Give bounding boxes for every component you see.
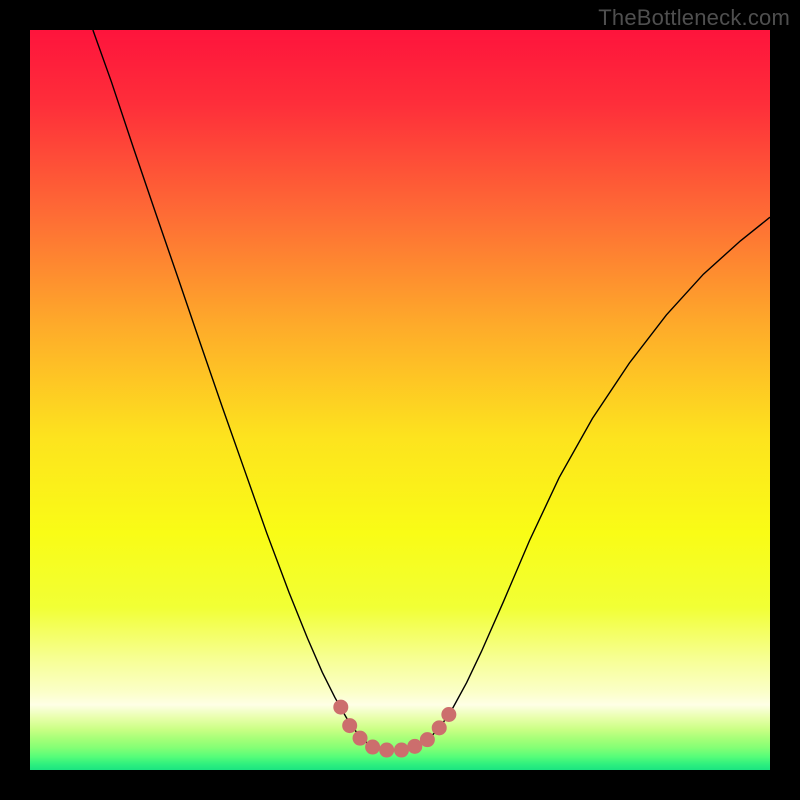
marker-dot	[380, 743, 394, 757]
chart-plot-background	[30, 30, 770, 770]
marker-dot	[442, 708, 456, 722]
bottleneck-chart	[0, 0, 800, 800]
marker-dot	[366, 740, 380, 754]
watermark-text: TheBottleneck.com	[598, 5, 790, 31]
marker-dot	[420, 733, 434, 747]
marker-dot	[432, 721, 446, 735]
marker-dot	[394, 743, 408, 757]
marker-dot	[408, 739, 422, 753]
figure-container: TheBottleneck.com	[0, 0, 800, 800]
marker-dot	[353, 731, 367, 745]
marker-dot	[334, 700, 348, 714]
marker-dot	[343, 719, 357, 733]
